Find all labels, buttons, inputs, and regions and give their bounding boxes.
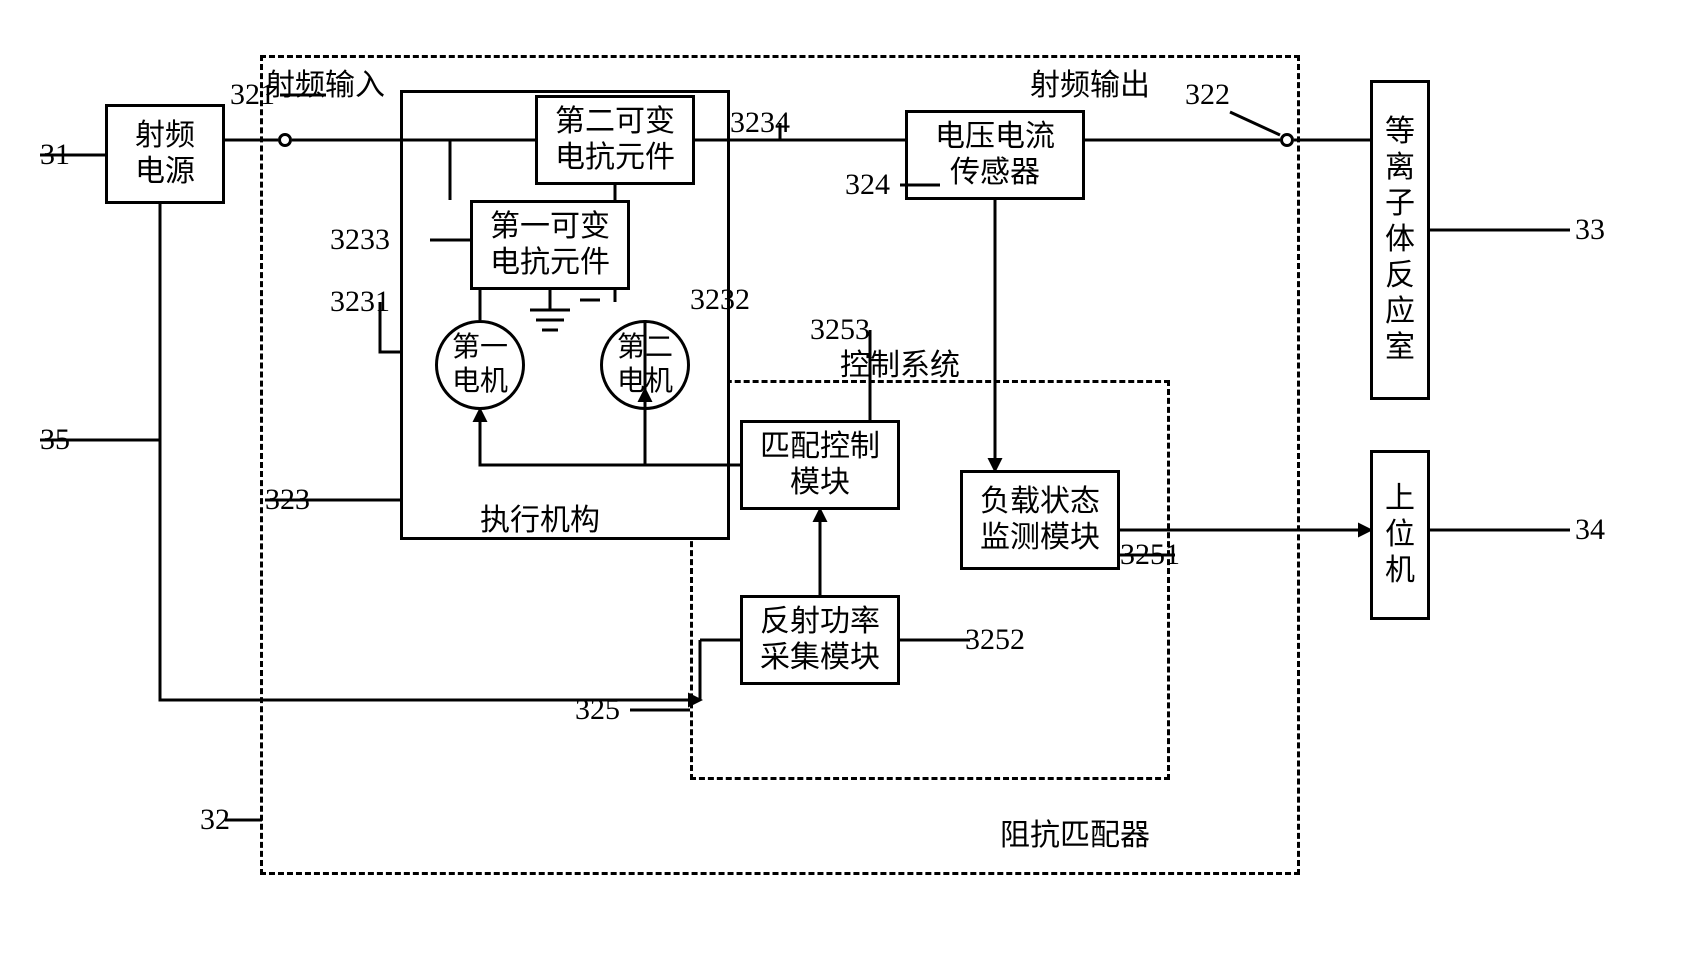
- ref-n3233: 3233: [330, 223, 390, 257]
- ref-n322: 322: [1185, 78, 1230, 112]
- motor2-circle: 第二电机: [600, 320, 690, 410]
- rf-output-label: 射频输出: [1030, 60, 1150, 104]
- impedance-matcher-label: 阻抗匹配器: [1000, 810, 1150, 854]
- ref-n32: 32: [200, 803, 230, 837]
- ref-n3253: 3253: [810, 313, 870, 347]
- ref-n33: 33: [1575, 213, 1605, 247]
- first-variable-reactance-block: 第一可变电抗元件: [470, 200, 630, 290]
- vi-sensor-block: 电压电流传感器: [905, 110, 1085, 200]
- ref-n31: 31: [40, 138, 70, 172]
- second-variable-reactance-block: 第二可变电抗元件: [535, 95, 695, 185]
- ref-n3252: 3252: [965, 623, 1025, 657]
- terminal-t322: [1280, 133, 1294, 147]
- rf-power-block: 射频电源: [105, 104, 225, 204]
- ref-n3234: 3234: [730, 106, 790, 140]
- ref-n34: 34: [1575, 513, 1605, 547]
- rf-input-label: 射频输入: [265, 60, 385, 104]
- reflect-power-module-block: 反射功率采集模块: [740, 595, 900, 685]
- motor1-circle: 第一电机: [435, 320, 525, 410]
- terminal-t321: [278, 133, 292, 147]
- ref-n325: 325: [575, 693, 620, 727]
- load-state-module-block: 负载状态监测模块: [960, 470, 1120, 570]
- match-control-module-block: 匹配控制模块: [740, 420, 900, 510]
- ref-n3232: 3232: [690, 283, 750, 317]
- ref-n324: 324: [845, 168, 890, 202]
- actuator-label: 执行机构: [480, 495, 600, 539]
- ref-n323: 323: [265, 483, 310, 517]
- plasma-chamber-block: 等离子体反应室: [1370, 80, 1430, 400]
- ref-n321: 321: [230, 78, 275, 112]
- ref-n35: 35: [40, 423, 70, 457]
- host-block: 上位机: [1370, 450, 1430, 620]
- ref-n3251: 3251: [1120, 538, 1180, 572]
- ref-n3231: 3231: [330, 285, 390, 319]
